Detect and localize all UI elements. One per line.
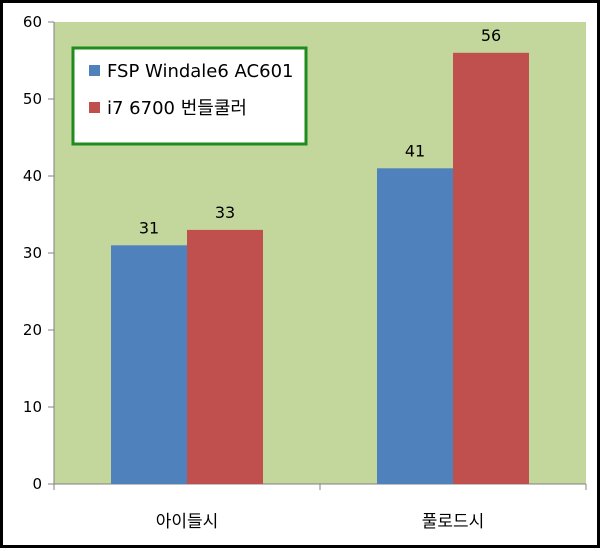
data-label-0-1: 41 [405,141,425,160]
legend-box [71,46,308,146]
y-tick-label-0: 0 [32,475,42,493]
y-tick-label-40: 40 [23,167,42,185]
category-label-0: 아이들시 [156,512,219,532]
y-tick-label-50: 50 [23,90,42,108]
y-tick-label-60: 60 [23,13,42,31]
data-label-1-0: 33 [215,203,235,222]
bar-0-0 [111,245,187,484]
data-label-0-0: 31 [139,218,159,237]
bar-1-1 [453,52,529,485]
y-tick-label-20: 20 [23,321,42,339]
legend-label-1: i7 6700 번들쿨러 [107,98,247,119]
legend-swatch-1 [89,102,100,113]
legend-label-0: FSP Windale6 AC601 [107,61,293,82]
category-label-1: 풀로드시 [422,512,485,532]
legend-swatch-0 [89,65,100,76]
data-label-1-1: 56 [481,26,501,45]
chart-svg: 0 10 20 30 40 50 60 31 33 아이들시 41 56 풀로드시 FSP Windale… [23,13,587,532]
y-tick-label-10: 10 [23,398,42,416]
y-tick-label-30: 30 [23,244,42,262]
bar-0-1 [377,168,453,485]
bar-1-0 [187,229,263,484]
